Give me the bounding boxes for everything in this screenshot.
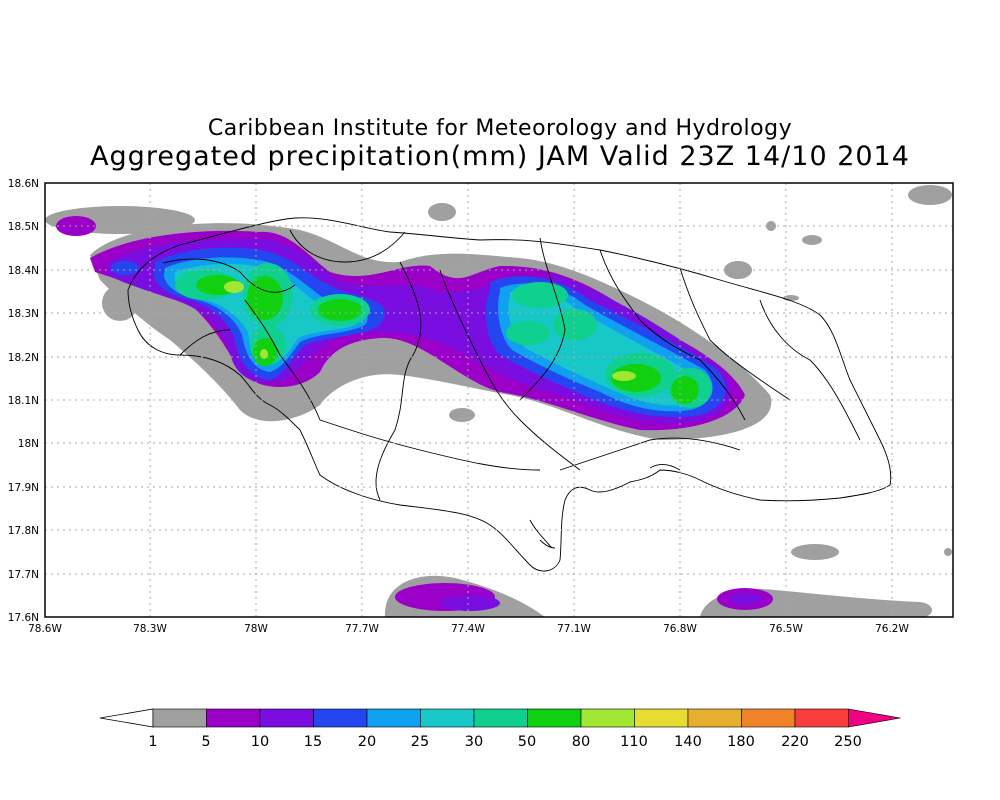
lon-tick: 76.8W: [663, 623, 697, 635]
lat-tick: 17.7N: [8, 569, 39, 581]
colorbar-label: 50: [518, 734, 536, 750]
colorbar-box: [473, 708, 528, 728]
colorbar-box: [152, 708, 207, 728]
lat-tick: 18N: [18, 438, 39, 450]
colorbar-box: [259, 708, 314, 728]
lat-tick: 18.2N: [8, 352, 39, 364]
colorbar-box: [527, 708, 582, 728]
colorbar-label: 10: [251, 734, 269, 750]
lon-tick: 77.7W: [345, 623, 379, 635]
lon-tick: 78W: [244, 623, 268, 635]
plot-area: [44, 182, 954, 618]
lat-tick: 18.4N: [8, 265, 39, 277]
lat-tick: 17.6N: [8, 612, 39, 624]
chart-subtitle: Aggregated precipitation(mm) JAM Valid 2…: [90, 141, 910, 172]
precip-band-50: [196, 275, 699, 404]
lat-axis: 18.6N 18.5N 18.4N 18.3N 18.2N 18.1N 18N …: [8, 178, 39, 624]
colorbar-box: [366, 708, 421, 728]
colorbar-label: 20: [358, 734, 376, 750]
lon-tick: 78.3W: [133, 623, 167, 635]
plot-frame: [44, 182, 954, 618]
lat-tick: 18.6N: [8, 178, 39, 190]
lat-tick: 17.9N: [8, 482, 39, 494]
colorbar-boxes: [152, 708, 901, 728]
colorbar-box: [634, 708, 689, 728]
colorbar-label: 140: [674, 734, 702, 750]
colorbar-labels: 1 5 10 15 20 25 30 50 80 110 140 180 220…: [148, 734, 861, 750]
colorbar: 1 5 10 15 20 25 30 50 80 110 140 180 220…: [99, 708, 901, 750]
lon-tick: 76.2W: [875, 623, 909, 635]
colorbar-label: 250: [834, 734, 862, 750]
colorbar-box: [741, 708, 796, 728]
colorbar-box: [420, 708, 475, 728]
lon-tick: 78.6W: [28, 623, 62, 635]
lon-tick: 76.5W: [769, 623, 803, 635]
colorbar-label: 180: [727, 734, 755, 750]
colorbar-label: 25: [411, 734, 429, 750]
graticule: [45, 183, 953, 617]
lat-tick: 18.3N: [8, 308, 39, 320]
colorbar-box: [580, 708, 635, 728]
colorbar-label: 80: [572, 734, 590, 750]
colorbar-box: [206, 708, 261, 728]
precip-shading: [45, 185, 952, 617]
lon-tick: 77.4W: [451, 623, 485, 635]
precip-band-80: [224, 281, 636, 381]
colorbar-box: [313, 708, 368, 728]
colorbar-box: [687, 708, 742, 728]
lon-axis: 78.6W 78.3W 78W 77.7W 77.4W 77.1W 76.8W …: [28, 623, 909, 635]
colorbar-box: [794, 708, 849, 728]
colorbar-label: 5: [201, 734, 210, 750]
colorbar-label: 30: [465, 734, 483, 750]
lon-tick: 77.1W: [557, 623, 591, 635]
colorbar-over-arrow: [848, 708, 901, 728]
colorbar-label: 1: [148, 734, 157, 750]
jamaica-coastline: [127, 217, 892, 572]
colorbar-under-arrow: [99, 708, 154, 728]
colorbar-label: 15: [304, 734, 322, 750]
colorbar-label: 220: [781, 734, 809, 750]
chart-title: Caribbean Institute for Meteorology and …: [207, 116, 793, 141]
colorbar-label: 110: [620, 734, 648, 750]
lat-tick: 18.1N: [8, 395, 39, 407]
lat-tick: 18.5N: [8, 221, 39, 233]
lat-tick: 17.8N: [8, 525, 39, 537]
